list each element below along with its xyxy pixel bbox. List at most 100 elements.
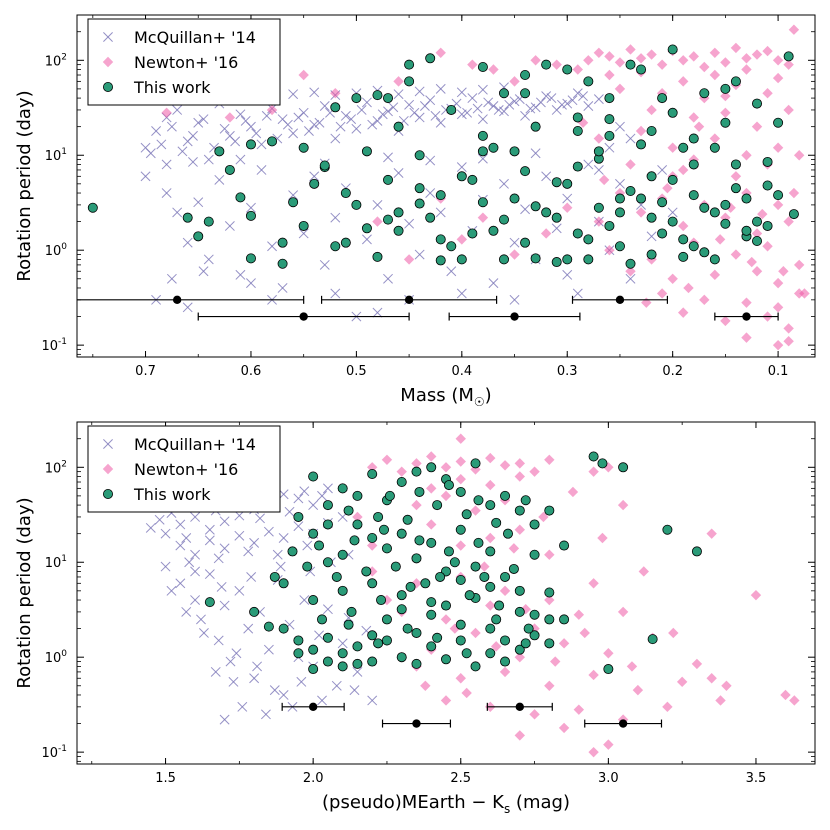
y-tick-exponent: 1	[61, 147, 67, 157]
mcquillan-point-62	[322, 604, 333, 615]
thiswork-point-135	[473, 495, 484, 506]
thiswork-point-51	[396, 652, 407, 663]
thiswork-point-125	[346, 606, 357, 617]
mcquillan-point-1-stroke-b	[154, 514, 165, 525]
mcquillan-point-42-stroke-b	[160, 561, 171, 572]
newton-point-40	[617, 606, 629, 618]
newton-point-94	[551, 59, 562, 70]
legend-newton-point-1	[102, 463, 114, 475]
thiswork-point-30	[396, 528, 407, 539]
newton-point-43	[625, 159, 636, 170]
legend-mcquillan-point-0	[103, 32, 113, 42]
newton-point-41	[741, 150, 752, 161]
newton-point-51	[544, 680, 555, 691]
mcquillan-point-5-stroke-b	[193, 117, 204, 128]
mcquillan-point-5-stroke-b	[181, 533, 192, 543]
newton-point-68	[789, 695, 800, 706]
mcquillan-point-57	[282, 119, 293, 130]
y-tick-base: 10	[45, 54, 62, 69]
thiswork-point-83	[688, 190, 699, 201]
thiswork-point-121	[544, 614, 555, 625]
mcquillan-point-49-stroke-b	[198, 114, 209, 125]
mcquillan-point-127-stroke-b	[383, 273, 393, 284]
newton-point-15	[426, 483, 437, 494]
thiswork-point-58	[500, 656, 511, 667]
mcquillan-point-75-stroke-b	[219, 714, 230, 725]
newton-point-101	[435, 47, 446, 58]
x-axis-label: Mass (M☉)	[400, 385, 491, 409]
mcquillan-point-28-stroke-b	[435, 117, 446, 128]
thiswork-point-38	[646, 249, 657, 260]
thiswork-point-132	[709, 207, 720, 218]
thiswork-point-68	[337, 648, 348, 659]
newton-point-59	[783, 216, 794, 227]
mcquillan-point-21	[299, 486, 310, 497]
thiswork-point-137	[520, 88, 531, 99]
thiswork-point-41	[678, 234, 689, 245]
mcquillan-point-138-stroke-b	[499, 178, 509, 189]
newton-point-11	[699, 61, 710, 73]
newton-point-25	[455, 540, 466, 551]
mcquillan-point-88-stroke-b	[305, 566, 316, 577]
mcquillan-point-61	[314, 630, 325, 641]
mcquillan-point-81	[231, 648, 242, 659]
thiswork-point-115	[361, 223, 372, 234]
mcquillan-point-154	[667, 207, 678, 218]
mcquillan-point-42	[160, 561, 171, 572]
mcquillan-point-27	[204, 535, 215, 546]
mcquillan-point-128	[393, 168, 404, 178]
newton-point-20	[788, 24, 800, 35]
mcquillan-point-20	[351, 123, 362, 134]
mcquillan-point-83	[557, 99, 567, 110]
thiswork-point-35	[470, 561, 481, 572]
newton-point-113	[799, 288, 810, 299]
thiswork-point-9	[330, 241, 341, 252]
thiswork-point-17	[425, 212, 436, 223]
mcquillan-point-64-stroke-b	[337, 638, 348, 649]
mcquillan-point-94-stroke-b	[288, 89, 299, 100]
y-tick-base: 10	[41, 746, 58, 761]
mcquillan-point-106	[161, 188, 172, 198]
mcquillan-point-44-stroke-b	[190, 595, 201, 605]
mcquillan-point-145	[572, 288, 583, 299]
mcquillan-point-56	[278, 690, 289, 700]
mcquillan-point-24	[322, 483, 333, 494]
thiswork-point-63	[456, 254, 467, 265]
newton-point-68	[709, 269, 721, 281]
mcquillan-point-105	[140, 171, 151, 182]
thiswork-point-6	[396, 477, 407, 488]
thiswork-point-12	[372, 251, 383, 262]
newton-point-36	[751, 121, 763, 132]
newton-point-116	[757, 208, 768, 220]
errorbars	[77, 295, 779, 321]
mcquillan-point-54	[263, 644, 274, 655]
mcquillan-point-68	[367, 695, 378, 706]
newton-point-4	[426, 451, 437, 462]
thiswork-point-97	[479, 571, 490, 582]
mcquillan-point-31-stroke-b	[263, 526, 274, 537]
thiswork-point-72	[572, 161, 583, 172]
thiswork-point-61	[425, 53, 436, 64]
mcquillan-point-20-stroke-b	[293, 493, 304, 504]
thiswork-point-95	[420, 578, 431, 589]
newton-point-2	[604, 51, 615, 62]
newton-point-71	[617, 499, 629, 511]
mcquillan-point-84-stroke-b	[567, 95, 578, 106]
newton-point-114	[662, 182, 673, 194]
mcquillan-point-64	[356, 104, 367, 115]
thiswork-point-83	[278, 578, 289, 589]
x-tick-label-1: 0.6	[241, 364, 262, 379]
newton-point-63	[730, 249, 742, 260]
legend-thiswork-point-2	[103, 488, 114, 499]
thiswork-point-68	[530, 201, 541, 212]
thiswork-point-105	[491, 517, 502, 528]
thiswork-point-123	[287, 546, 298, 557]
mcquillan-point-126-stroke-b	[372, 199, 383, 210]
mcquillan-point-127	[383, 273, 393, 284]
mcquillan-point-8-stroke-b	[204, 524, 215, 535]
newton-point-115	[725, 202, 736, 213]
thiswork-point-107	[314, 540, 325, 551]
mcquillan-point-28-stroke-b	[219, 543, 230, 554]
mcquillan-point-6	[190, 511, 201, 522]
